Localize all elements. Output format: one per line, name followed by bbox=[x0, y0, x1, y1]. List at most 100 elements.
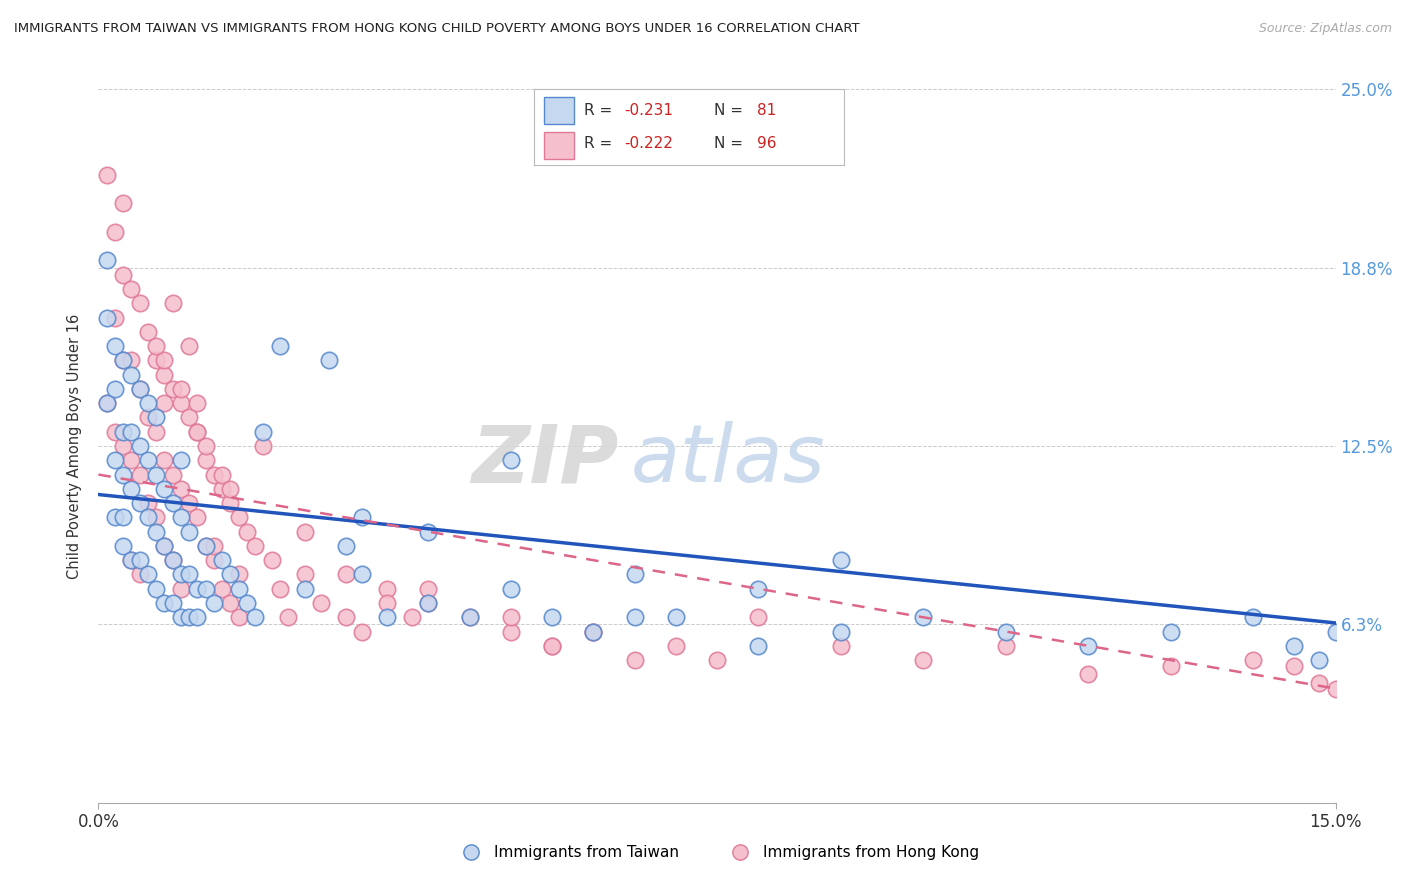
Point bbox=[912, 610, 935, 624]
Text: N =: N = bbox=[714, 103, 748, 118]
Text: -0.231: -0.231 bbox=[624, 103, 673, 118]
Point bbox=[170, 482, 193, 496]
Point bbox=[541, 639, 564, 653]
Point bbox=[145, 510, 167, 524]
Point bbox=[186, 425, 208, 439]
Point bbox=[294, 567, 316, 582]
Point bbox=[170, 453, 193, 467]
Bar bbox=[544, 132, 575, 159]
Point bbox=[179, 410, 201, 425]
Point bbox=[145, 410, 167, 425]
Point bbox=[153, 539, 176, 553]
Point bbox=[335, 539, 357, 553]
Point bbox=[1324, 681, 1347, 696]
Point bbox=[128, 382, 150, 396]
Point bbox=[260, 553, 283, 567]
Point bbox=[243, 610, 266, 624]
Point bbox=[830, 553, 852, 567]
Text: -0.222: -0.222 bbox=[624, 136, 673, 152]
Point bbox=[153, 482, 176, 496]
Point bbox=[128, 467, 150, 482]
Point bbox=[994, 624, 1017, 639]
Point bbox=[162, 467, 184, 482]
Point bbox=[136, 567, 159, 582]
Point bbox=[145, 524, 167, 539]
Point bbox=[1160, 624, 1182, 639]
Point bbox=[458, 610, 481, 624]
Point bbox=[194, 453, 217, 467]
Point bbox=[170, 610, 193, 624]
Point bbox=[352, 567, 374, 582]
Point bbox=[120, 368, 142, 382]
Point bbox=[582, 624, 605, 639]
Point bbox=[228, 510, 250, 524]
Point bbox=[194, 539, 217, 553]
Point bbox=[375, 610, 398, 624]
Point bbox=[136, 496, 159, 510]
Point bbox=[352, 510, 374, 524]
Point bbox=[194, 539, 217, 553]
Point bbox=[162, 496, 184, 510]
Point bbox=[145, 339, 167, 353]
Point bbox=[202, 553, 225, 567]
Point bbox=[219, 567, 242, 582]
Point bbox=[1077, 667, 1099, 681]
Text: ZIP: ZIP bbox=[471, 421, 619, 500]
Point bbox=[104, 225, 127, 239]
Point bbox=[179, 524, 201, 539]
Point bbox=[269, 339, 291, 353]
Y-axis label: Child Poverty Among Boys Under 16: Child Poverty Among Boys Under 16 bbox=[67, 313, 83, 579]
Point bbox=[228, 610, 250, 624]
Point bbox=[104, 425, 127, 439]
Point bbox=[112, 353, 135, 368]
Point bbox=[112, 539, 135, 553]
Point bbox=[128, 553, 150, 567]
Text: N =: N = bbox=[714, 136, 748, 152]
Point bbox=[202, 596, 225, 610]
Point bbox=[1160, 658, 1182, 673]
Point bbox=[128, 496, 150, 510]
Point bbox=[499, 610, 522, 624]
Point bbox=[162, 382, 184, 396]
Point bbox=[309, 596, 332, 610]
Bar bbox=[544, 97, 575, 124]
Point bbox=[418, 524, 440, 539]
Point bbox=[499, 453, 522, 467]
Point bbox=[294, 582, 316, 596]
Point bbox=[120, 353, 142, 368]
Point bbox=[665, 610, 688, 624]
Point bbox=[112, 467, 135, 482]
Point bbox=[136, 325, 159, 339]
Point bbox=[252, 425, 274, 439]
Point bbox=[96, 253, 118, 268]
Point bbox=[112, 425, 135, 439]
Point bbox=[170, 396, 193, 410]
Point bbox=[170, 567, 193, 582]
Point bbox=[228, 582, 250, 596]
Point bbox=[541, 639, 564, 653]
Point bbox=[747, 639, 769, 653]
Point bbox=[128, 296, 150, 310]
Point bbox=[186, 425, 208, 439]
Point bbox=[153, 453, 176, 467]
Point bbox=[375, 596, 398, 610]
Point bbox=[747, 610, 769, 624]
Point bbox=[219, 482, 242, 496]
Point bbox=[120, 482, 142, 496]
Point bbox=[170, 510, 193, 524]
Point bbox=[623, 567, 645, 582]
Point bbox=[1284, 658, 1306, 673]
Point bbox=[179, 339, 201, 353]
Text: atlas: atlas bbox=[630, 421, 825, 500]
Point bbox=[418, 596, 440, 610]
Point bbox=[145, 467, 167, 482]
Point bbox=[170, 582, 193, 596]
Point bbox=[318, 353, 340, 368]
Point bbox=[352, 624, 374, 639]
Legend: Immigrants from Taiwan, Immigrants from Hong Kong: Immigrants from Taiwan, Immigrants from … bbox=[450, 839, 984, 866]
Point bbox=[623, 610, 645, 624]
Point bbox=[104, 339, 127, 353]
Point bbox=[96, 396, 118, 410]
Point bbox=[104, 310, 127, 325]
Point bbox=[112, 196, 135, 211]
